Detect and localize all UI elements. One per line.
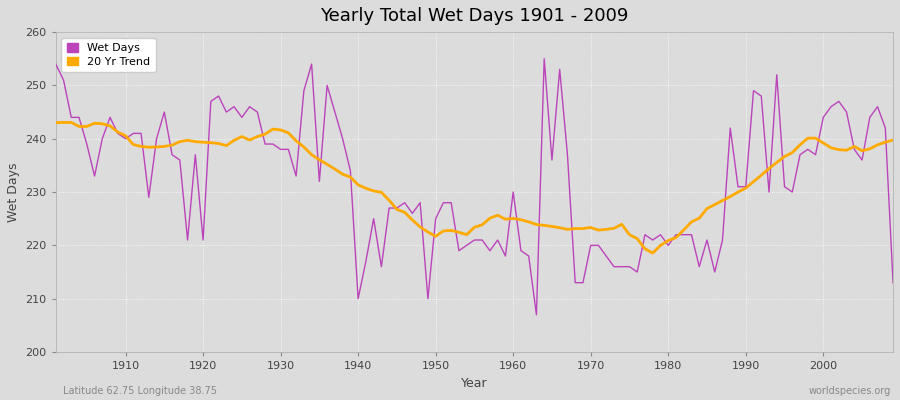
Legend: Wet Days, 20 Yr Trend: Wet Days, 20 Yr Trend — [61, 38, 156, 72]
Y-axis label: Wet Days: Wet Days — [7, 162, 20, 222]
X-axis label: Year: Year — [461, 376, 488, 390]
Text: worldspecies.org: worldspecies.org — [809, 386, 891, 396]
Title: Yearly Total Wet Days 1901 - 2009: Yearly Total Wet Days 1901 - 2009 — [320, 7, 628, 25]
Text: Latitude 62.75 Longitude 38.75: Latitude 62.75 Longitude 38.75 — [63, 386, 217, 396]
